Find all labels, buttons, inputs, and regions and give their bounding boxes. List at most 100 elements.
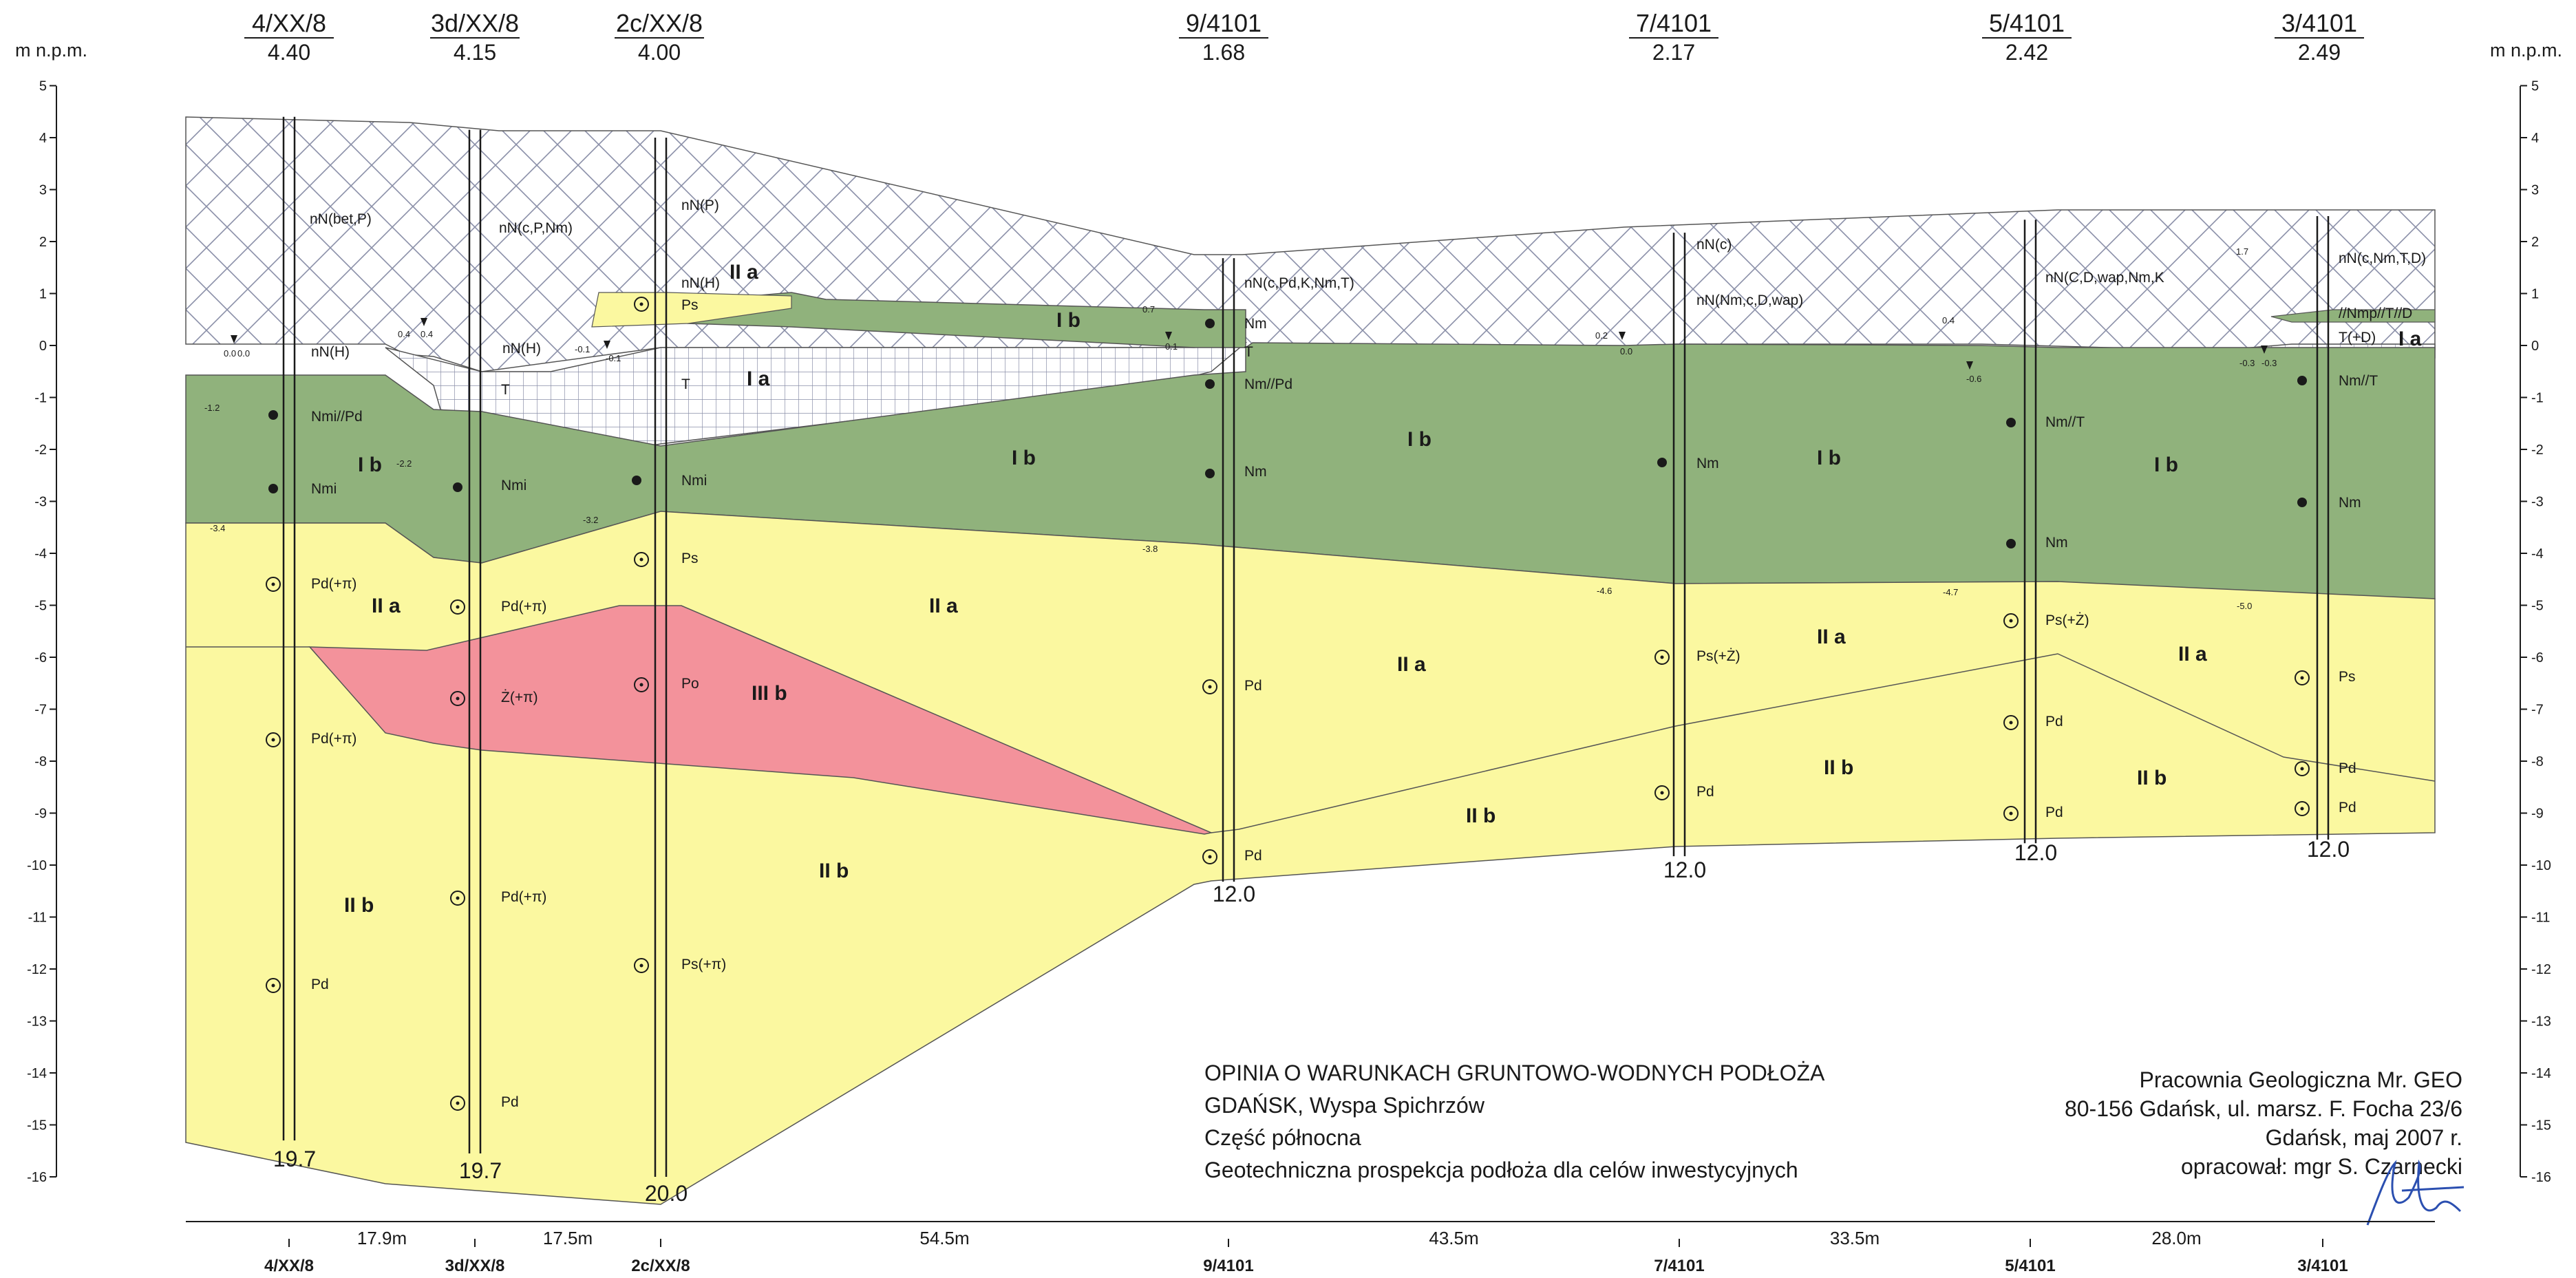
water-level-value: -0.6 — [1966, 374, 1981, 384]
sand-sample-dot — [456, 1101, 460, 1105]
ruler-borehole-id: 3d/XX/8 — [445, 1257, 505, 1275]
sand-sample-dot — [456, 605, 460, 609]
report-date: Gdańsk, maj 2007 r. — [2266, 1125, 2462, 1150]
sand-sample-dot — [271, 738, 275, 742]
soil-label: T(+D) — [2339, 330, 2376, 345]
cohesive-sample-icon — [2006, 418, 2016, 427]
zone-label-IIa: II a — [929, 595, 958, 617]
axis-tick-label: -15 — [2531, 1118, 2551, 1133]
borehole-elevation: 2.17 — [1652, 40, 1695, 65]
ruler-distance: 43.5m — [1429, 1228, 1478, 1248]
water-level-value: -3.8 — [1142, 544, 1158, 554]
soil-label: Pd — [1696, 784, 1714, 800]
axis-tick-label: -12 — [2531, 962, 2551, 977]
soil-label: Nmi — [311, 481, 337, 497]
soil-label: Nmi — [681, 473, 707, 489]
water-level-markers: 0.0 0.0 0.4 0.4 -0.1 -0.1 0.7 0.1 0.2 0.… — [204, 246, 2277, 611]
borehole: 2c/XX/8 4.00 20.0 — [615, 9, 704, 1206]
sand-sample-icon — [2003, 806, 2019, 821]
water-table-icon — [604, 341, 610, 349]
borehole-depth: 12.0 — [1663, 858, 1706, 882]
cohesive-sample-icon — [1205, 319, 1215, 328]
cohesive-sample-icon — [453, 482, 462, 492]
axis-tick-label: 0 — [39, 339, 47, 354]
zone-label-IIb: II b — [1466, 805, 1495, 827]
soil-label: nN(c,P,Nm) — [499, 220, 573, 236]
water-table-icon — [1619, 332, 1626, 340]
sand-sample-dot — [1208, 685, 1212, 689]
axis-tick-label: -11 — [2531, 910, 2550, 926]
signature-icon — [2366, 1159, 2465, 1226]
borehole-depth: 19.7 — [459, 1158, 502, 1183]
sand-sample-icon — [2003, 715, 2019, 730]
borehole: 3d/XX/8 4.15 19.7 — [430, 9, 520, 1183]
report-subtitle: Geotechniczna prospekcja podłoża dla cel… — [1204, 1158, 1798, 1182]
axis-tick-label: -8 — [34, 754, 47, 769]
borehole-depth: 20.0 — [645, 1181, 688, 1206]
sand-sample-dot — [456, 696, 460, 701]
soil-label: Pd(+π) — [501, 889, 546, 905]
water-level-value: -3.2 — [583, 515, 598, 525]
ruler-borehole-id: 4/XX/8 — [264, 1257, 314, 1275]
axis-tick-label: -1 — [2531, 391, 2544, 406]
sand-sample-icon — [450, 891, 465, 906]
borehole-id: 4/XX/8 — [252, 9, 326, 37]
zone-label-Ia: I a — [747, 368, 770, 390]
water-level-value: 0.0 — [224, 348, 236, 359]
sand-sample-icon — [2295, 801, 2310, 816]
sand-sample-icon — [2003, 613, 2019, 628]
soil-label: nN(H) — [502, 341, 541, 356]
soil-label: Nm — [1696, 456, 1719, 471]
sand-sample-icon — [2295, 761, 2310, 776]
soil-label: Nm — [1244, 316, 1267, 332]
ruler-borehole-id: 5/4101 — [2005, 1257, 2055, 1275]
axis-tick-label: 5 — [2531, 79, 2539, 94]
cohesive-sample-icon — [1205, 379, 1215, 389]
soil-label: Nmi — [501, 478, 526, 493]
soil-label: Pd — [311, 977, 329, 992]
borehole: 4/XX/8 4.40 19.7 — [244, 9, 334, 1171]
water-table-icon — [231, 335, 237, 343]
soil-label: Nm//T — [2339, 373, 2378, 389]
zone-label-Ib: I b — [1407, 428, 1431, 451]
soil-label: nN(bet,P) — [310, 211, 372, 227]
borehole-elevation: 4.40 — [268, 40, 310, 65]
soil-label: Pd — [2045, 714, 2063, 729]
cohesive-sample-icon — [632, 476, 641, 485]
soil-label: Pd — [1244, 678, 1262, 694]
sand-sample-icon — [266, 577, 281, 592]
zone-label-IIa: II a — [1397, 653, 1426, 676]
cohesive-sample-icon — [2006, 539, 2016, 549]
ruler-borehole-id: 9/4101 — [1203, 1257, 1253, 1275]
axis-tick-label: 2 — [39, 235, 47, 250]
axis-tick-label: -5 — [2531, 599, 2544, 614]
axis-tick-label: -6 — [34, 650, 47, 665]
sand-sample-icon — [450, 1096, 465, 1111]
axis-tick-label: 3 — [2531, 183, 2539, 198]
borehole-elevation: 2.49 — [2298, 40, 2341, 65]
axis-tick-label: -1 — [34, 391, 47, 406]
cohesive-sample-icon — [1205, 469, 1215, 478]
sand-sample-dot — [271, 582, 275, 586]
borehole-elevation: 1.68 — [1202, 40, 1245, 65]
ruler-borehole-id: 7/4101 — [1654, 1257, 1704, 1275]
ruler-distance: 33.5m — [1830, 1228, 1880, 1248]
zone-label-IIb: II b — [2137, 767, 2167, 789]
axis-tick-label: 5 — [39, 79, 47, 94]
soil-label: nN(C,D,wap,Nm,K — [2045, 270, 2164, 286]
sand-sample-icon — [1202, 849, 1217, 864]
borehole-depth: 12.0 — [2307, 837, 2350, 862]
sand-sample-icon — [634, 297, 649, 312]
sand-sample-dot — [2009, 811, 2013, 816]
axis-tick-label: 1 — [39, 287, 47, 302]
sand-sample-dot — [1660, 791, 1664, 795]
ruler-distance: 17.5m — [543, 1228, 593, 1248]
sand-sample-icon — [450, 691, 465, 706]
soil-label: nN(H) — [311, 344, 350, 360]
water-level-value: 1.7 — [2236, 246, 2248, 257]
sand-sample-icon — [266, 732, 281, 747]
water-level-value: -4.6 — [1597, 586, 1612, 596]
ruler-distance: 28.0m — [2151, 1228, 2201, 1248]
axis-tick-label: -4 — [2531, 546, 2544, 562]
